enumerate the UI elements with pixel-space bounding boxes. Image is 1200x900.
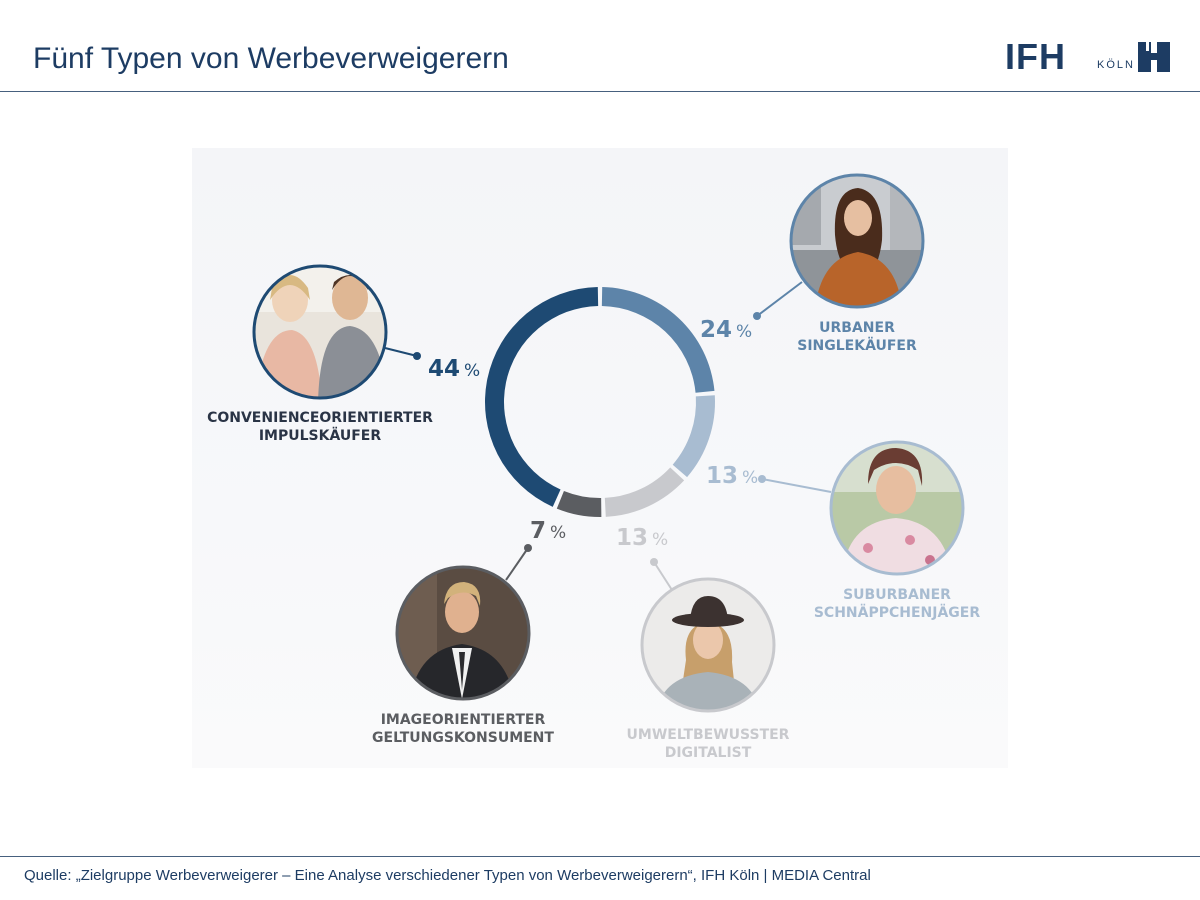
woman-city-photo (789, 173, 925, 309)
connector-dot-suburbaner (758, 475, 766, 483)
value-label-convenienceorientierter: 44% (428, 356, 480, 382)
donut-slice-convenienceorientierter (484, 287, 599, 507)
logo-subtext: KÖLN (1097, 59, 1135, 71)
header-divider (0, 91, 1200, 92)
chart-labels: 24% URBANER SINGLEKÄUFER 13 % SUBURBANER SCHNÄ… (207, 317, 980, 761)
connector-dot-imageorientierter (524, 544, 532, 552)
category-label-umweltbewusster: UMWELTBEWUSSTER DIGITALIST (627, 727, 790, 761)
connector-line-urbaner (756, 281, 803, 317)
man-suit-photo (395, 565, 531, 701)
category-label-imageorientierter: IMAGEORIENTIERTER GELTUNGSKONSUMENT (372, 712, 554, 746)
category-label-urbaner: URBANER SINGLEKÄUFER (797, 320, 917, 354)
connector-dot-umweltbewusster (650, 558, 658, 566)
logo-mark-icon (1138, 42, 1170, 72)
couple-photo (252, 264, 388, 400)
donut-slice-urbaner (601, 287, 715, 393)
page-title: Fünf Typen von Werbeverweigerern (33, 42, 509, 75)
value-label-suburbaner: 13% (706, 463, 758, 489)
donut-slice-umweltbewusster (604, 467, 685, 517)
category-label-suburbaner: SUBURBANER SCHNÄPPCHENJÄGER (814, 587, 981, 621)
logo-text: IFH (1005, 36, 1066, 77)
source-note: Quelle: „Zielgruppe Werbeverweigerer – E… (24, 867, 871, 884)
footer-divider (0, 856, 1200, 857)
connector-line-convenienceorientierter (384, 347, 418, 357)
value-label-urbaner: 24% (700, 317, 752, 343)
donut-slice-suburbaner (672, 395, 716, 478)
donut-segments (484, 287, 716, 517)
value-label-umweltbewusster: 13% (616, 525, 668, 551)
woman-hat-photo (640, 577, 776, 713)
connector-line-umweltbewusster (653, 561, 673, 591)
connector-line-imageorientierter (505, 547, 529, 581)
connector-dot-convenienceorientierter (413, 352, 421, 360)
older-woman-photo (829, 440, 965, 576)
ifh-logo: IFH KÖLN (1005, 36, 1170, 77)
connector-dot-urbaner (753, 312, 761, 320)
donut-slice-imageorientierter (556, 490, 602, 517)
connector-line-suburbaner (761, 478, 832, 493)
value-label-imageorientierter: 7% (530, 518, 566, 544)
connector-lines (384, 281, 832, 591)
category-label-convenienceorientierter: CONVENIENCEORIENTIERTER IMPULSKÄUFER (207, 410, 433, 444)
